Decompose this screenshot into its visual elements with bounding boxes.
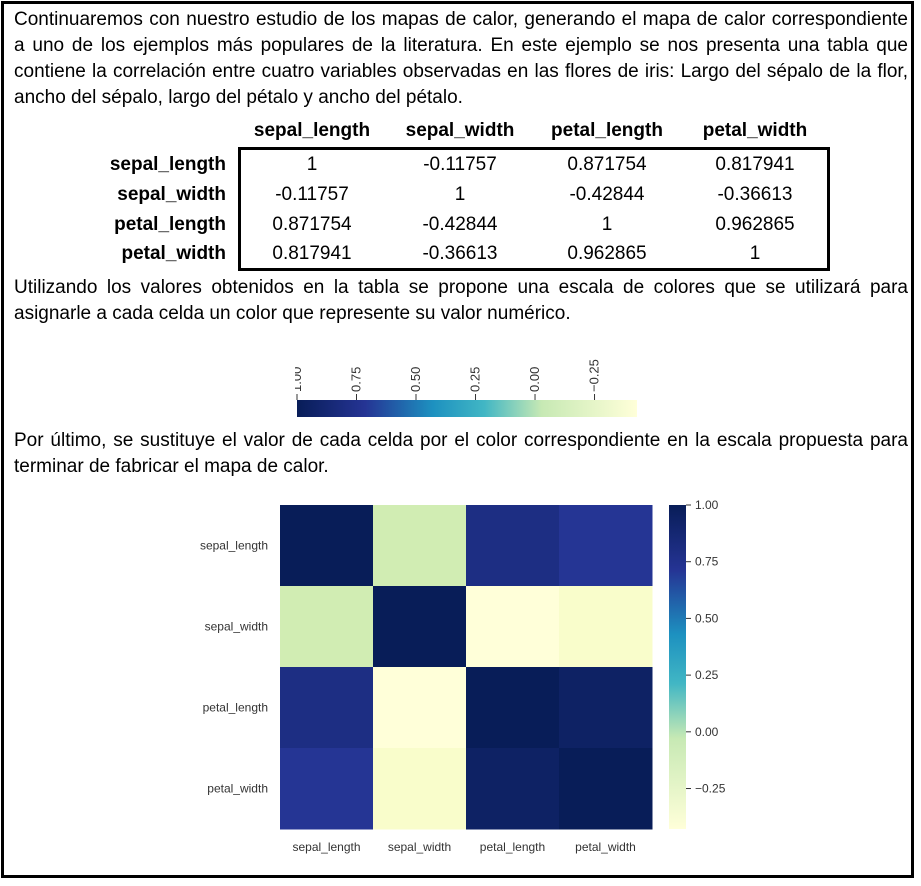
scale-tick-label: 0.00 — [527, 367, 542, 392]
row-header: sepal_length — [109, 154, 226, 175]
row-header: sepal_width — [117, 184, 226, 205]
table-cell: -0.36613 — [717, 184, 793, 205]
table-cell: 0.962865 — [567, 243, 647, 264]
scale-gradient — [297, 400, 637, 417]
heatmap-y-label: petal_length — [203, 701, 268, 715]
col-header: petal_length — [551, 120, 663, 141]
scale-tick-label: −0.25 — [587, 359, 602, 392]
middle-paragraph: Utilizando los valores obtenidos en la t… — [14, 277, 908, 324]
heatmap-cell — [373, 667, 467, 749]
correlation-table — [238, 147, 830, 271]
heatmap-chart: sepal_lengthsepal_widthpetal_lengthpetal… — [200, 498, 726, 854]
scale-tick-label: 1.00 — [295, 367, 304, 392]
table-cell: -0.11757 — [275, 184, 349, 205]
heatmap-cell — [466, 748, 560, 830]
colorbar-tick-label: 0.00 — [695, 725, 719, 739]
col-header: sepal_length — [253, 120, 371, 141]
table-cell: 0.871754 — [567, 154, 647, 175]
colorbar-gradient — [669, 505, 686, 829]
table-cell: 0.962865 — [715, 214, 795, 235]
row-header: petal_length — [114, 214, 226, 235]
table-cell: 0.817941 — [715, 154, 795, 175]
heatmap-cell — [280, 505, 374, 587]
colorbar-tick-label: 0.75 — [695, 555, 719, 569]
table-cell: 0.817941 — [272, 243, 352, 264]
heatmap-y-label: sepal_length — [200, 539, 268, 553]
table-cell: 1 — [601, 214, 613, 235]
heatmap-cell — [466, 505, 560, 587]
colorbar-tick-label: 0.50 — [695, 611, 719, 625]
table-cell: 1 — [749, 243, 761, 264]
heatmap-y-label: petal_width — [207, 782, 268, 796]
table-cell: 1 — [454, 184, 466, 205]
heatmap-cell — [559, 505, 653, 587]
scale-tick-label: 0.25 — [468, 367, 483, 392]
final-paragraph: Por último, se sustituye el valor de cad… — [14, 430, 908, 477]
heatmap-x-label: petal_width — [575, 840, 636, 854]
colorbar-tick-label: 1.00 — [695, 498, 719, 512]
table-cell: -0.42844 — [422, 214, 498, 235]
scale-tick-label: 0.75 — [349, 367, 364, 392]
col-header: petal_width — [702, 120, 808, 141]
heatmap-y-label: sepal_width — [205, 620, 268, 634]
heatmap-cell — [280, 748, 374, 830]
heatmap-cell — [280, 667, 374, 749]
table-cell: 1 — [306, 154, 318, 175]
row-header: petal_width — [121, 243, 226, 264]
table-cell: -0.36613 — [422, 243, 498, 264]
heatmap-cell — [280, 586, 374, 668]
table-cell: -0.42844 — [569, 184, 645, 205]
heatmap-cell — [559, 667, 653, 749]
heatmap-cell — [466, 667, 560, 749]
colorbar-tick-label: −0.25 — [695, 782, 726, 796]
heatmap-cell — [559, 586, 653, 668]
heatmap-cell — [373, 748, 467, 830]
table-cell: 0.871754 — [272, 214, 352, 235]
heatmap-cell — [373, 505, 467, 587]
heatmap-x-label: sepal_width — [388, 840, 451, 854]
intro-paragraph: Continuaremos con nuestro estudio de los… — [14, 9, 908, 108]
color-scale: 1.00 0.75 0.50 0.25 0.00 −0.25 — [295, 359, 637, 417]
heatmap-cell — [559, 748, 653, 830]
heatmap-cell — [466, 586, 560, 668]
colorbar-tick-label: 0.25 — [695, 668, 719, 682]
table-cell: -0.11757 — [423, 154, 497, 175]
heatmap-x-label: petal_length — [480, 840, 545, 854]
heatmap-x-label: sepal_length — [292, 840, 360, 854]
scale-tick-label: 0.50 — [408, 367, 423, 392]
heatmap-cell — [373, 586, 467, 668]
col-header: sepal_width — [405, 120, 515, 141]
